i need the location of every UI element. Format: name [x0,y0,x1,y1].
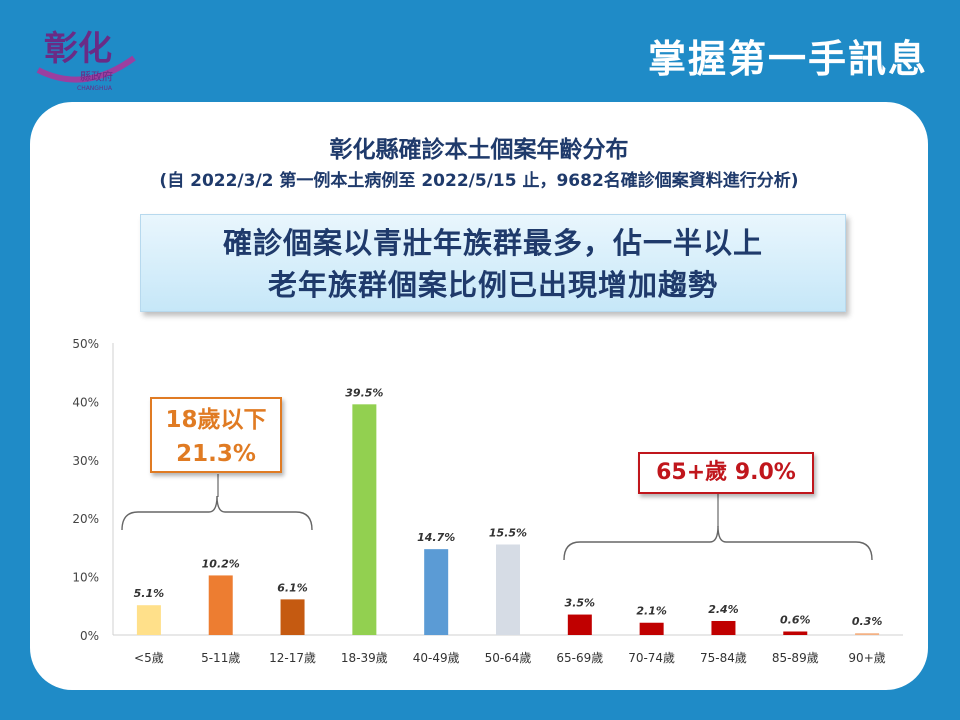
logo-en: CHANGHUA [77,85,113,92]
bar-5-11歲 [208,575,233,635]
y-tick-label: 40% [72,395,99,409]
x-tick-label: 40-49歲 [413,651,460,665]
bar-<5歲 [136,605,161,635]
chart-subtitle: (自 2022/3/2 第一例本土病例至 2022/5/15 止，9682名確診… [159,171,799,191]
over-65-annotation: 65+歲 9.0% [638,452,814,494]
key-finding-callout: 確診個案以青壯年族群最多，佔一半以上 老年族群個案比例已出現增加趨勢 [140,214,846,312]
data-label: 39.5% [345,386,383,399]
logo-text: 彰化 [44,29,112,69]
chart-title: 彰化縣確診本土個案年齡分布 [329,137,629,163]
bar-90+歲 [855,633,880,635]
data-label: 2.1% [636,605,667,618]
bar-85-89歲 [783,631,808,635]
bar-18-39歲 [352,404,377,635]
under-18-annotation: 18歲以下 21.3% [150,397,282,473]
bar-65-69歲 [567,614,592,635]
data-label: 14.7% [417,531,455,544]
y-tick-label: 30% [72,454,99,468]
y-tick-label: 10% [72,571,99,585]
data-label: 0.6% [780,613,811,626]
bar-40-49歲 [424,549,449,635]
over-65-brace [563,525,873,561]
bar-12-17歲 [280,599,305,635]
data-label: 10.2% [202,557,240,570]
data-label: 2.4% [708,603,739,616]
data-label: 15.5% [489,526,527,539]
x-tick-label: 65-69歲 [556,651,603,665]
x-tick-label: <5歲 [134,651,164,665]
callout-line-2: 老年族群個案比例已出現增加趨勢 [267,268,718,302]
under-18-brace [121,495,313,531]
bar-70-74歲 [639,622,664,635]
bar-chart: 0% 10% 20% 30% 40% 50% 5.1% <5歲 10.2% 5-11歲 6.1% 12… [72,337,903,665]
x-tick-label: 50-64歲 [485,651,532,665]
x-tick-label: 12-17歲 [269,651,316,665]
y-tick-label: 50% [72,337,99,351]
data-label: 6.1% [277,581,308,594]
x-tick-label: 90+歲 [848,651,885,665]
x-tick-label: 70-74歲 [628,651,675,665]
page-title: 掌握第一手訊息 [647,37,928,81]
changhua-logo: 彰化 縣政府 CHANGHUA [36,29,136,92]
data-label: 0.3% [852,615,883,628]
logo-subtext: 縣政府 [80,69,113,83]
x-tick-label: 5-11歲 [201,651,240,665]
y-tick-label: 0% [80,629,99,643]
callout-line-1: 確診個案以青壯年族群最多，佔一半以上 [222,226,763,260]
data-label: 3.5% [565,597,596,610]
bar-75-84歲 [711,620,736,635]
over-65-label: 65+歲 9.0% [656,460,796,485]
x-tick-label: 18-39歲 [341,651,388,665]
chart-card: 彰化縣確診本土個案年齡分布 (自 2022/3/2 第一例本土病例至 2022/… [30,102,928,690]
data-label: 5.1% [134,587,165,600]
x-tick-label: 75-84歲 [700,651,747,665]
bar-50-64歲 [496,544,520,635]
logo-swoosh [36,55,136,83]
y-tick-label: 20% [72,512,99,526]
under-18-label: 18歲以下 [165,407,267,433]
x-tick-label: 85-89歲 [772,651,819,665]
under-18-percent: 21.3% [176,441,256,467]
